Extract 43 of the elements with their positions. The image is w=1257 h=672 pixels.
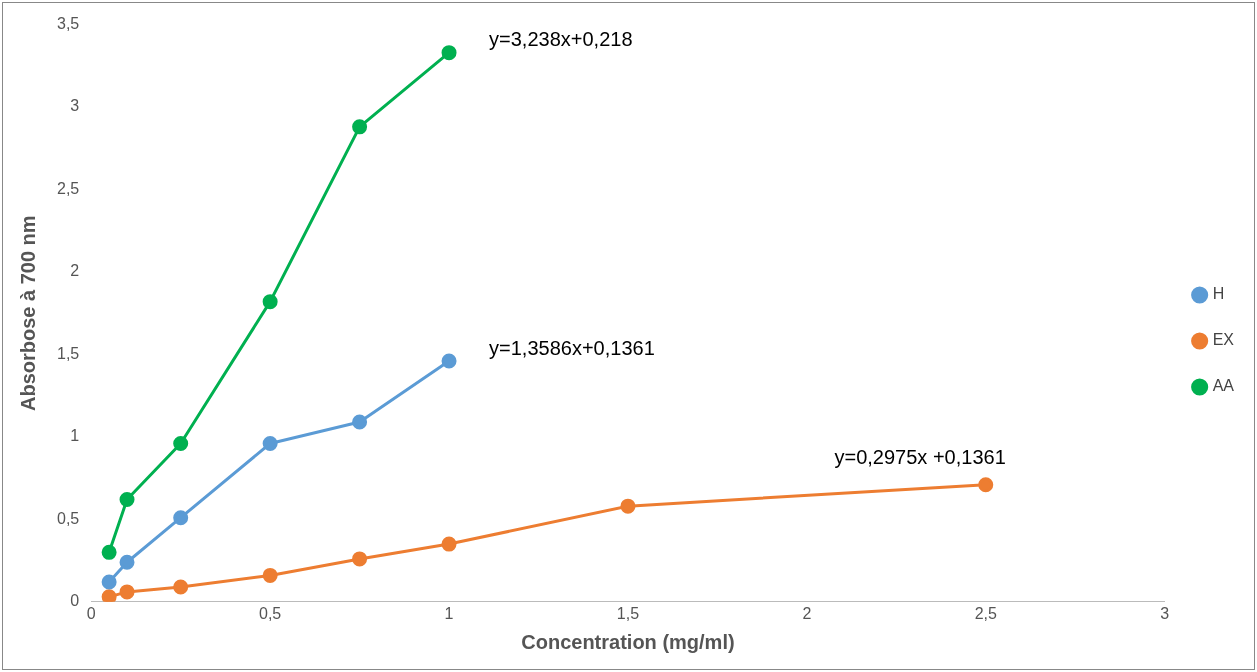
annotation: y=0,2975x +0,1361: [834, 446, 1006, 469]
point: [119, 584, 135, 600]
y-tick-label: 1,5: [56, 344, 80, 362]
point: [173, 579, 189, 595]
y-tick-label: 2,5: [56, 179, 80, 197]
point: [119, 554, 135, 570]
x-tick-label: 0,5: [259, 604, 282, 622]
x-tick-label: 1,5: [616, 604, 640, 622]
point: [352, 551, 368, 567]
annotation: y=1,3586x+0,1361: [489, 336, 655, 359]
legend-label: AA: [1212, 377, 1235, 395]
point: [101, 589, 117, 602]
y-axis-title: Absorbose à 700 nm: [16, 215, 39, 412]
point: [262, 567, 278, 583]
point: [119, 492, 135, 508]
point: [173, 435, 189, 451]
point: [441, 353, 457, 369]
y-tick-label: 3,5: [56, 15, 80, 33]
point: [978, 477, 994, 493]
annotation: y=3,238x+0,218: [489, 28, 633, 51]
legend-label: EX: [1212, 331, 1235, 349]
y-tick-label: 0,5: [56, 509, 80, 527]
point: [262, 435, 278, 451]
point: [620, 498, 636, 514]
point: [441, 45, 457, 61]
y-tick-label: 2: [70, 262, 80, 280]
point: [173, 510, 189, 526]
y-tick-label: 3: [70, 97, 80, 115]
x-axis-title: Concentration (mg/ml): [521, 630, 735, 653]
point: [352, 119, 368, 135]
y-tick-label: 0: [70, 592, 80, 610]
point: [101, 574, 117, 590]
point: [101, 544, 117, 560]
x-tick-label: 3: [1160, 604, 1170, 622]
x-tick-label: 1: [444, 604, 454, 622]
x-tick-label: 2,5: [974, 604, 997, 622]
y-tick-label: 1: [70, 427, 80, 445]
point: [441, 536, 457, 552]
x-tick-label: 0: [86, 604, 96, 622]
point: [262, 294, 278, 310]
x-tick-label: 2: [802, 604, 812, 622]
legend-label: H: [1212, 285, 1225, 303]
point: [352, 414, 368, 430]
